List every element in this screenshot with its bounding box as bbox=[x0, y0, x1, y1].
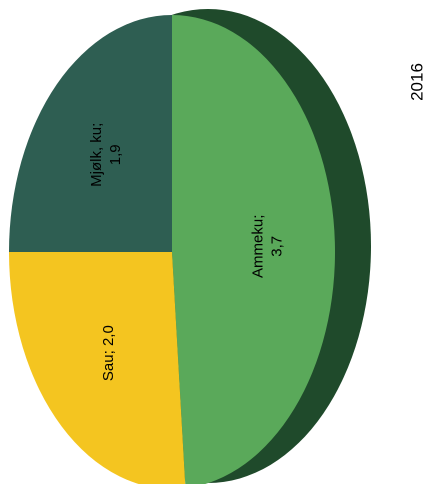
pie-slices bbox=[9, 15, 335, 489]
pie-slice-ammeku bbox=[172, 15, 335, 489]
pie-slice-sau bbox=[9, 252, 186, 489]
pie-labels: Ammeku; 3,7 Sau; 2,0 Mjølk, ku; 1,9 bbox=[88, 123, 285, 381]
pie-slice-mjolk-ku bbox=[9, 15, 172, 252]
data-label-sau: Sau; 2,0 bbox=[100, 325, 117, 381]
data-label-ammeku: Ammeku; 3,7 bbox=[249, 215, 285, 278]
chart-title: 2016 bbox=[407, 63, 426, 101]
data-label-mjolk-ku: Mjølk, ku; 1,9 bbox=[88, 123, 124, 187]
